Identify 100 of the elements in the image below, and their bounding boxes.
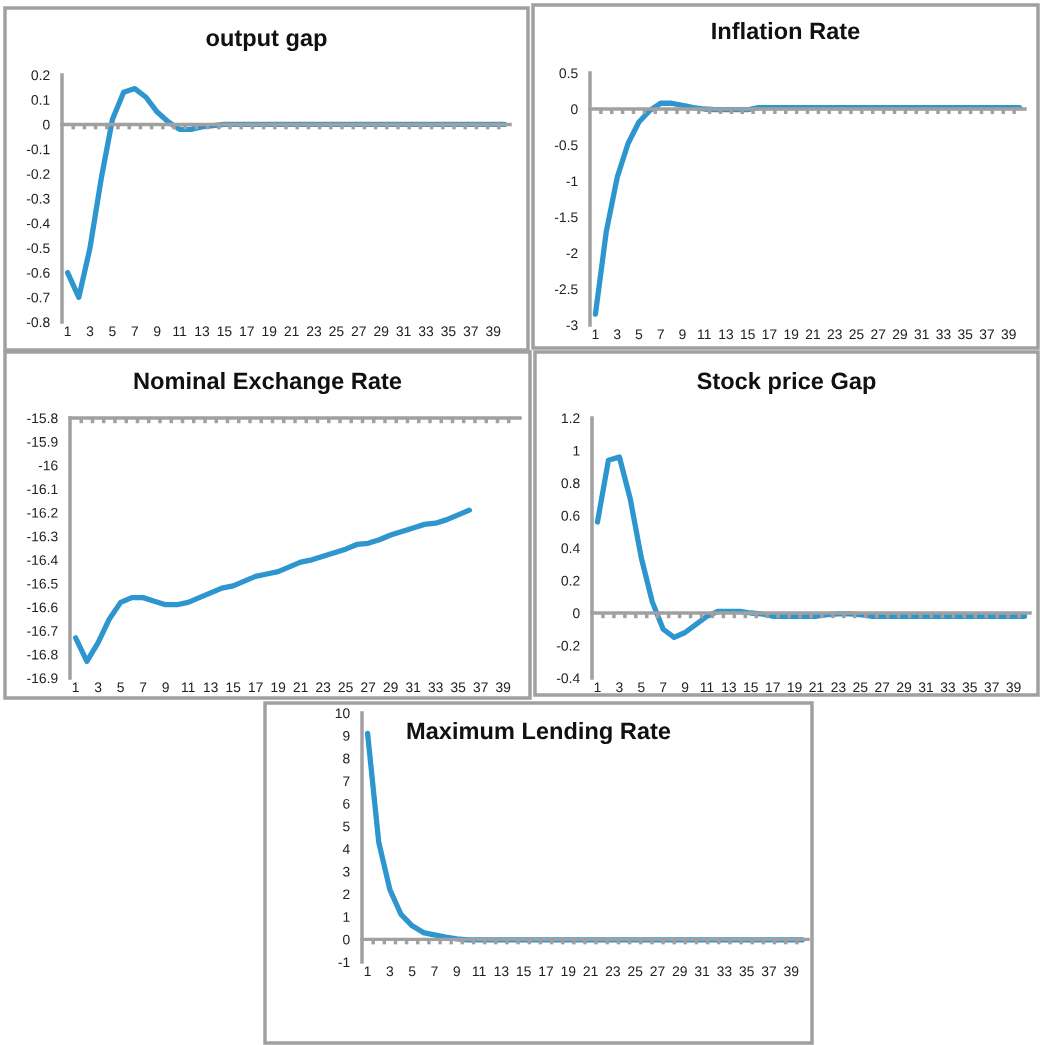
x-tick-label: 17 bbox=[539, 966, 553, 977]
chart-title: Stock price Gap bbox=[697, 371, 876, 394]
x-tick-label: 9 bbox=[681, 682, 689, 693]
x-tick-label: 5 bbox=[635, 329, 643, 340]
x-tick-label: 27 bbox=[875, 682, 890, 693]
y-tick-label: 2 bbox=[343, 889, 350, 900]
x-tick-label: 7 bbox=[431, 966, 438, 977]
x-tick-label: 9 bbox=[153, 326, 161, 337]
x-tick-label: 23 bbox=[831, 682, 846, 693]
y-tick-label: -3 bbox=[566, 320, 578, 331]
y-tick-label: 0.1 bbox=[31, 95, 50, 105]
y-tick-label: 5 bbox=[343, 821, 350, 832]
x-tick-label: 1 bbox=[594, 682, 601, 693]
y-tick-label: 0.4 bbox=[561, 543, 580, 554]
y-tick-label: -0.7 bbox=[26, 292, 50, 303]
x-tick-label: 31 bbox=[918, 682, 934, 693]
x-tick-label: 31 bbox=[405, 682, 421, 693]
y-tick-label: 0.2 bbox=[561, 575, 580, 586]
x-tick-label: 35 bbox=[962, 682, 977, 693]
chart-title: Maximum Lending Rate bbox=[407, 721, 671, 745]
x-tick-label: 17 bbox=[240, 326, 254, 337]
x-tick-label: 21 bbox=[284, 326, 299, 337]
y-tick-label: 6 bbox=[343, 798, 350, 809]
y-tick-label: -0.8 bbox=[26, 317, 50, 328]
y-tick-label: 0.8 bbox=[561, 478, 580, 489]
x-tick-label: 23 bbox=[316, 682, 331, 693]
x-tick-label: 35 bbox=[441, 326, 456, 337]
x-tick-label: 9 bbox=[162, 682, 169, 693]
x-tick-label: 17 bbox=[766, 682, 780, 693]
chart-title: Inflation Rate bbox=[712, 22, 860, 40]
x-tick-label: 39 bbox=[1001, 329, 1016, 340]
x-tick-label: 3 bbox=[386, 966, 394, 977]
x-tick-label: 11 bbox=[472, 966, 486, 977]
x-tick-label: 1 bbox=[364, 966, 371, 977]
y-tick-label: 4 bbox=[342, 844, 350, 854]
x-tick-label: 25 bbox=[628, 966, 643, 977]
x-tick-label: 29 bbox=[383, 682, 398, 693]
x-tick-label: 35 bbox=[450, 682, 466, 693]
y-tick-label: -0.5 bbox=[26, 243, 50, 254]
x-tick-label: 33 bbox=[428, 682, 443, 693]
y-tick-label: 3 bbox=[343, 866, 350, 877]
x-tick-label: 19 bbox=[784, 329, 799, 340]
x-tick-label: 21 bbox=[809, 682, 824, 693]
x-tick-label: 25 bbox=[329, 326, 344, 337]
y-tick-label: -16.9 bbox=[27, 673, 58, 684]
x-tick-label: 5 bbox=[109, 326, 116, 337]
x-tick-label: 35 bbox=[957, 329, 973, 340]
x-tick-label: 13 bbox=[195, 326, 210, 337]
chart-title: Nominal Exchange Rate bbox=[134, 371, 402, 395]
y-tick-label: -16.8 bbox=[27, 649, 58, 660]
x-tick-label: 19 bbox=[271, 682, 286, 693]
x-tick-label: 27 bbox=[871, 329, 886, 340]
y-tick-label: 0 bbox=[43, 119, 50, 130]
x-tick-label: 3 bbox=[616, 682, 623, 693]
x-tick-label: 21 bbox=[583, 966, 598, 977]
x-tick-label: 21 bbox=[805, 329, 820, 340]
y-tick-label: -1 bbox=[338, 957, 350, 968]
y-tick-label: -15.9 bbox=[27, 436, 58, 447]
y-tick-label: -0.3 bbox=[26, 193, 50, 204]
y-tick-label: -16.6 bbox=[27, 602, 58, 613]
x-tick-label: 5 bbox=[117, 682, 124, 693]
x-tick-label: 39 bbox=[495, 682, 511, 693]
x-tick-label: 25 bbox=[338, 682, 353, 693]
x-tick-label: 33 bbox=[717, 966, 732, 977]
x-tick-label: 15 bbox=[217, 326, 232, 337]
x-tick-label: 37 bbox=[761, 966, 776, 977]
x-tick-label: 29 bbox=[374, 326, 389, 337]
x-tick-label: 19 bbox=[561, 966, 576, 977]
y-tick-label: 10 bbox=[335, 708, 350, 719]
y-tick-label: -0.5 bbox=[554, 140, 578, 151]
y-tick-label: 0.2 bbox=[31, 70, 50, 81]
x-tick-label: 29 bbox=[897, 682, 912, 693]
x-tick-label: 29 bbox=[672, 966, 687, 977]
y-tick-label: -16.5 bbox=[27, 578, 58, 589]
x-tick-label: 39 bbox=[784, 966, 799, 977]
x-tick-label: 33 bbox=[936, 329, 951, 340]
x-tick-label: 23 bbox=[827, 329, 842, 340]
x-tick-label: 11 bbox=[700, 682, 714, 693]
x-tick-label: 35 bbox=[739, 966, 754, 977]
x-tick-label: 37 bbox=[984, 682, 999, 693]
x-tick-label: 9 bbox=[679, 329, 686, 340]
x-tick-label: 23 bbox=[306, 326, 322, 337]
x-tick-label: 7 bbox=[657, 329, 664, 340]
y-tick-label: -2.5 bbox=[554, 284, 578, 295]
x-tick-label: 27 bbox=[650, 966, 665, 977]
x-tick-label: 31 bbox=[396, 326, 411, 337]
x-tick-label: 17 bbox=[762, 329, 777, 340]
y-tick-label: -16.1 bbox=[27, 484, 58, 495]
x-tick-label: 37 bbox=[979, 329, 994, 340]
x-tick-label: 33 bbox=[418, 326, 434, 337]
x-tick-label: 1 bbox=[72, 682, 79, 693]
y-tick-label: 1 bbox=[573, 445, 580, 456]
x-tick-label: 39 bbox=[486, 326, 501, 337]
x-tick-label: 15 bbox=[741, 329, 755, 340]
y-tick-label: -0.4 bbox=[556, 673, 580, 684]
x-tick-label: 33 bbox=[940, 682, 955, 693]
x-tick-label: 11 bbox=[698, 329, 711, 340]
x-tick-label: 27 bbox=[351, 326, 366, 337]
x-tick-label: 1 bbox=[592, 329, 599, 340]
y-tick-label: -1.5 bbox=[554, 212, 578, 223]
